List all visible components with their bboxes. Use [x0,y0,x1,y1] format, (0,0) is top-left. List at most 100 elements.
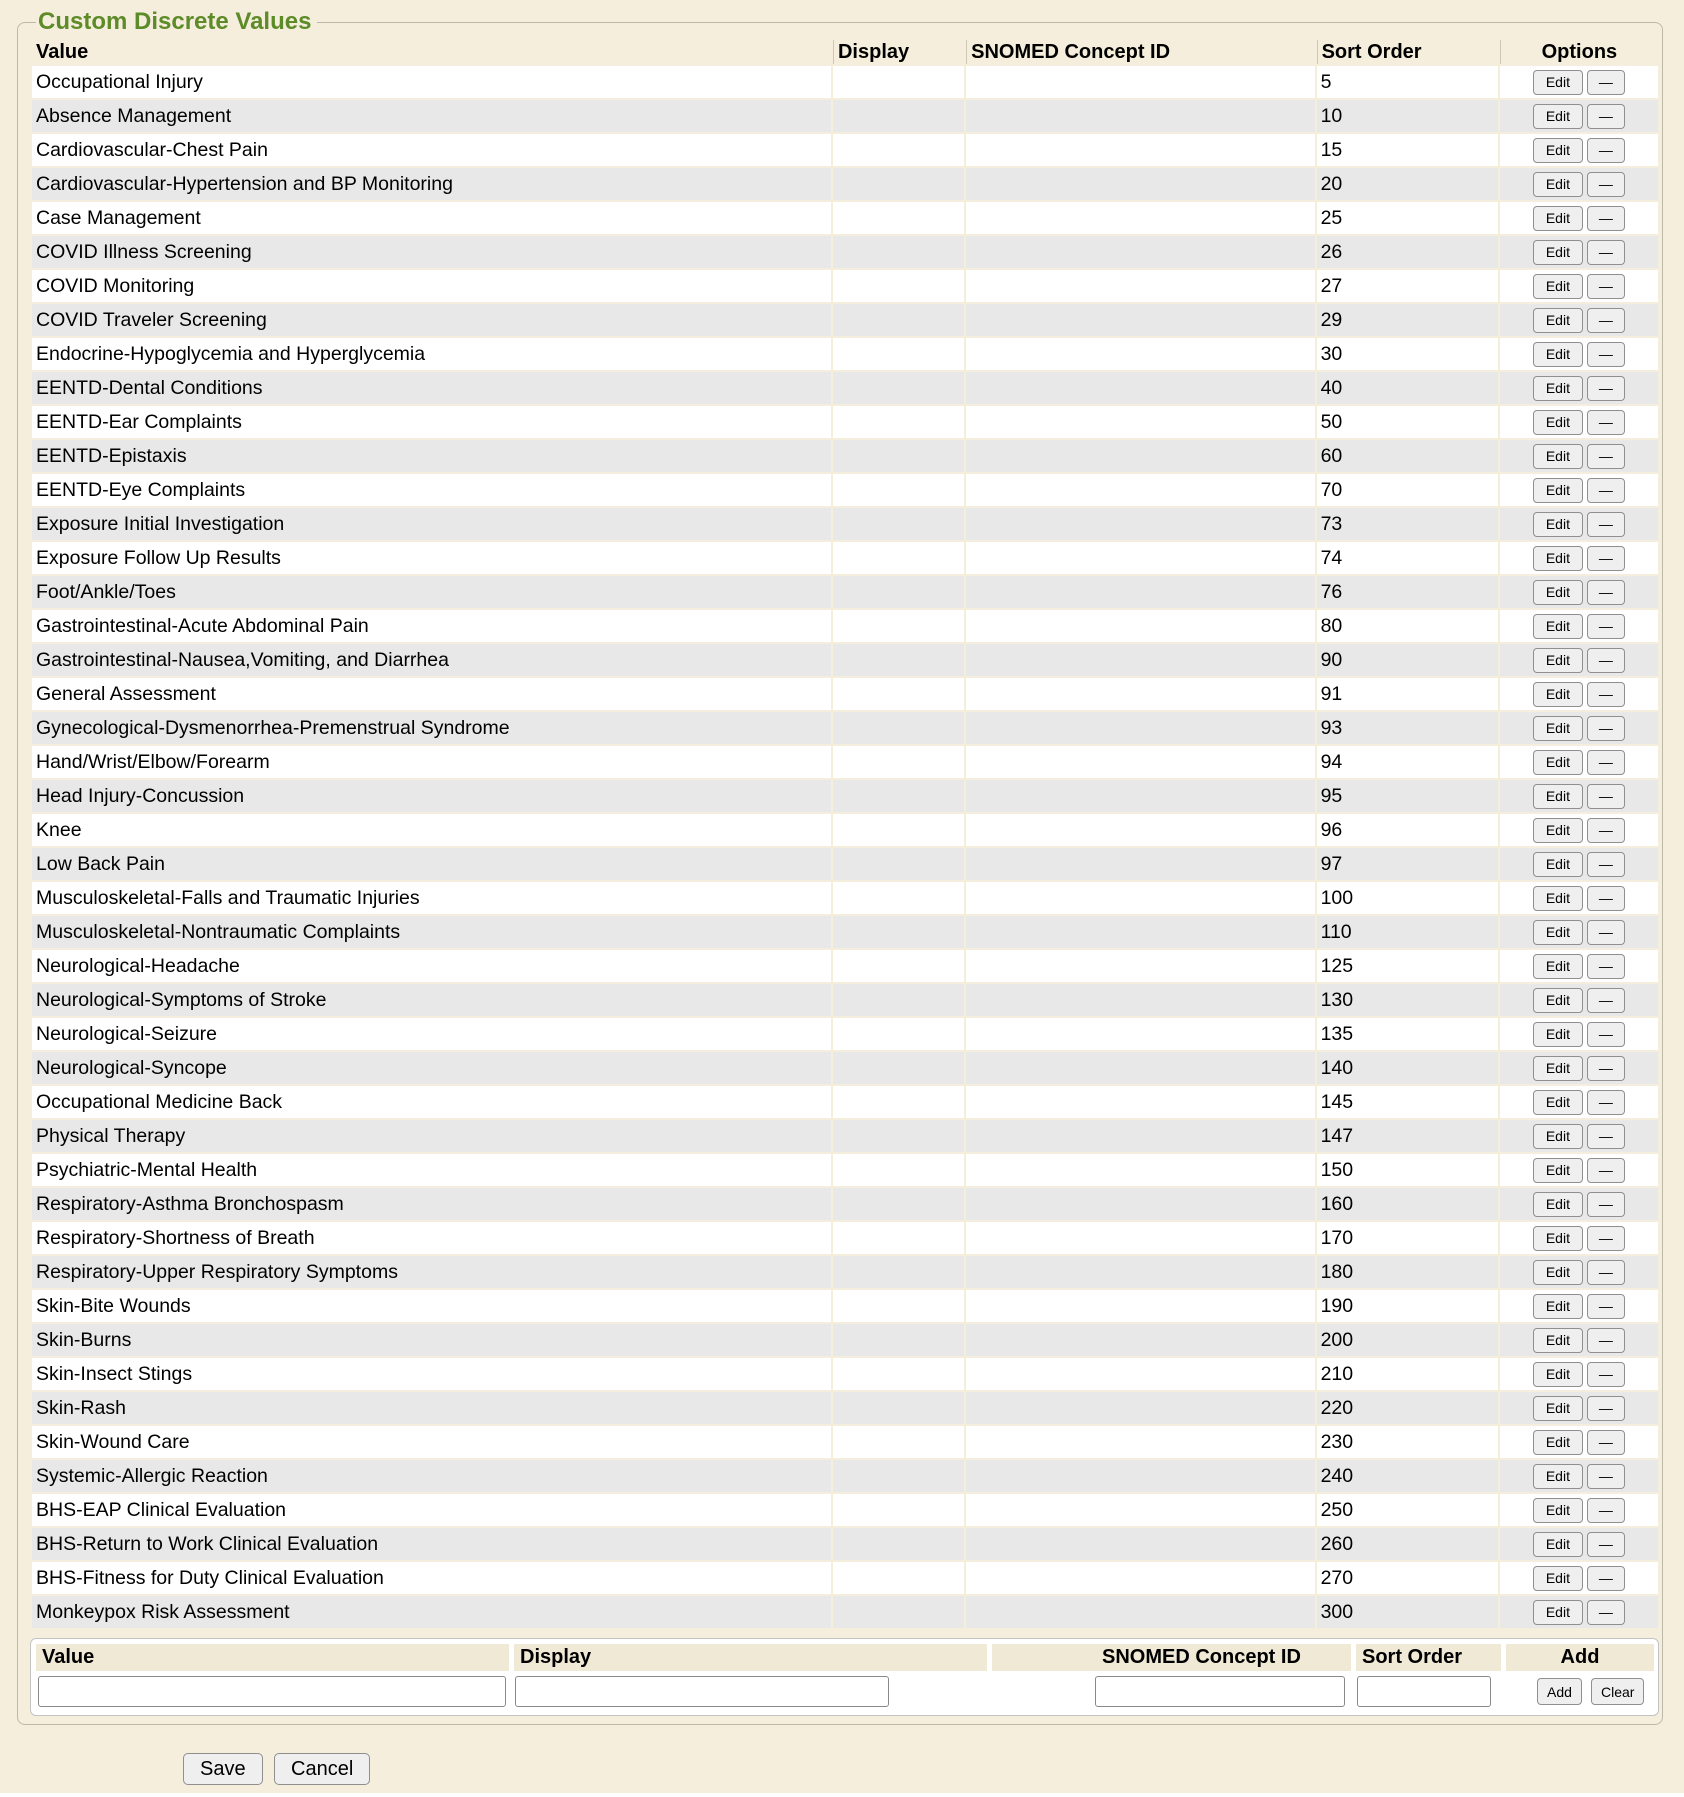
edit-button[interactable]: Edit [1532,1089,1583,1115]
remove-button[interactable]: — [1586,681,1625,707]
clear-button[interactable]: Clear [1591,1678,1645,1705]
edit-button[interactable]: Edit [1532,545,1583,571]
edit-button[interactable]: Edit [1532,171,1583,197]
edit-button[interactable]: Edit [1532,1021,1583,1047]
remove-button[interactable]: — [1586,103,1625,129]
remove-button[interactable]: — [1586,273,1625,299]
remove-button[interactable]: — [1586,1293,1625,1319]
edit-button[interactable]: Edit [1532,987,1583,1013]
edit-button[interactable]: Edit [1532,715,1583,741]
remove-button[interactable]: — [1586,1089,1625,1115]
remove-button[interactable]: — [1586,171,1625,197]
remove-button[interactable]: — [1586,953,1625,979]
edit-button[interactable]: Edit [1532,1157,1583,1183]
remove-button[interactable]: — [1586,817,1625,843]
remove-button[interactable]: — [1586,1531,1625,1557]
remove-button[interactable]: — [1586,749,1625,775]
edit-button[interactable]: Edit [1532,1429,1583,1455]
edit-button[interactable]: Edit [1532,851,1583,877]
remove-button[interactable]: — [1586,1191,1625,1217]
remove-button[interactable]: — [1586,1395,1625,1421]
edit-button[interactable]: Edit [1532,783,1583,809]
display-input[interactable] [515,1676,889,1707]
edit-button[interactable]: Edit [1532,1259,1583,1285]
edit-button[interactable]: Edit [1532,1225,1583,1251]
remove-button[interactable]: — [1586,1463,1625,1489]
remove-button[interactable]: — [1586,511,1625,537]
remove-button[interactable]: — [1586,205,1625,231]
edit-button[interactable]: Edit [1532,69,1583,95]
remove-button[interactable]: — [1586,69,1625,95]
edit-button[interactable]: Edit [1532,749,1583,775]
remove-button[interactable]: — [1586,851,1625,877]
edit-button[interactable]: Edit [1532,1395,1583,1421]
edit-button[interactable]: Edit [1532,885,1583,911]
edit-button[interactable]: Edit [1532,817,1583,843]
edit-button[interactable]: Edit [1532,1599,1583,1625]
cancel-button[interactable]: Cancel [274,1753,371,1785]
remove-button[interactable]: — [1586,239,1625,265]
remove-button[interactable]: — [1586,137,1625,163]
remove-button[interactable]: — [1586,1055,1625,1081]
edit-button[interactable]: Edit [1532,103,1583,129]
remove-button[interactable]: — [1586,1327,1625,1353]
remove-button[interactable]: — [1586,1429,1625,1455]
add-button[interactable]: Add [1537,1678,1582,1705]
edit-button[interactable]: Edit [1532,1463,1583,1489]
snomed-concept-id-input[interactable] [1095,1676,1345,1707]
remove-button[interactable]: — [1586,579,1625,605]
remove-button[interactable]: — [1586,477,1625,503]
edit-button[interactable]: Edit [1532,307,1583,333]
edit-button[interactable]: Edit [1532,443,1583,469]
remove-button[interactable]: — [1586,1157,1625,1183]
edit-button[interactable]: Edit [1532,953,1583,979]
remove-button[interactable]: — [1586,341,1625,367]
sort-order-input[interactable] [1357,1676,1491,1707]
remove-button[interactable]: — [1586,1259,1625,1285]
remove-button[interactable]: — [1586,1361,1625,1387]
remove-button[interactable]: — [1586,443,1625,469]
edit-button[interactable]: Edit [1532,919,1583,945]
remove-button[interactable]: — [1586,545,1625,571]
remove-button[interactable]: — [1586,987,1625,1013]
edit-button[interactable]: Edit [1532,1327,1583,1353]
remove-button[interactable]: — [1586,307,1625,333]
remove-button[interactable]: — [1586,647,1625,673]
save-button[interactable]: Save [183,1753,263,1785]
edit-button[interactable]: Edit [1532,477,1583,503]
remove-button[interactable]: — [1586,1565,1625,1591]
edit-button[interactable]: Edit [1532,1191,1583,1217]
remove-button[interactable]: — [1586,1021,1625,1047]
edit-button[interactable]: Edit [1532,647,1583,673]
remove-button[interactable]: — [1586,613,1625,639]
edit-button[interactable]: Edit [1532,1361,1583,1387]
remove-button[interactable]: — [1586,885,1625,911]
remove-button[interactable]: — [1586,919,1625,945]
edit-button[interactable]: Edit [1532,1497,1583,1523]
edit-button[interactable]: Edit [1532,205,1583,231]
edit-button[interactable]: Edit [1532,1293,1583,1319]
remove-button[interactable]: — [1586,1497,1625,1523]
edit-button[interactable]: Edit [1532,681,1583,707]
remove-button[interactable]: — [1586,715,1625,741]
edit-button[interactable]: Edit [1532,1565,1583,1591]
remove-button[interactable]: — [1586,375,1625,401]
edit-button[interactable]: Edit [1532,409,1583,435]
remove-button[interactable]: — [1586,1123,1625,1149]
edit-button[interactable]: Edit [1532,1123,1583,1149]
edit-button[interactable]: Edit [1532,137,1583,163]
edit-button[interactable]: Edit [1532,1531,1583,1557]
edit-button[interactable]: Edit [1532,375,1583,401]
edit-button[interactable]: Edit [1532,613,1583,639]
edit-button[interactable]: Edit [1532,511,1583,537]
remove-button[interactable]: — [1586,1599,1625,1625]
edit-button[interactable]: Edit [1532,341,1583,367]
edit-button[interactable]: Edit [1532,239,1583,265]
remove-button[interactable]: — [1586,1225,1625,1251]
remove-button[interactable]: — [1586,409,1625,435]
edit-button[interactable]: Edit [1532,273,1583,299]
value-input[interactable] [38,1676,506,1707]
edit-button[interactable]: Edit [1532,1055,1583,1081]
edit-button[interactable]: Edit [1532,579,1583,605]
remove-button[interactable]: — [1586,783,1625,809]
